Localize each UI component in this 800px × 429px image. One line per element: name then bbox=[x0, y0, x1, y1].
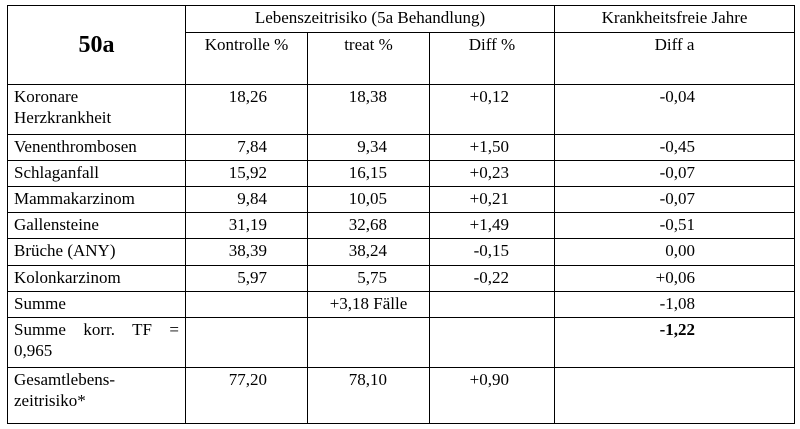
header-treat: treat % bbox=[307, 32, 430, 86]
cell-diff-pct bbox=[429, 290, 555, 318]
cell-diff-pct: +0,21 bbox=[429, 186, 555, 214]
cell-kontrolle: 77,20 bbox=[185, 366, 308, 425]
row-label: Schlaganfall bbox=[7, 160, 186, 188]
cell-treat: 10,05 bbox=[307, 186, 430, 214]
cell-diff-pct: +0,12 bbox=[429, 84, 555, 136]
summe-korr-row: Summe korr. TF = 0,965 -1,22 bbox=[7, 316, 795, 368]
cell-diff-pct: +1,49 bbox=[429, 212, 555, 240]
cell-diff-a: -0,04 bbox=[554, 84, 795, 136]
row-label: Summe bbox=[7, 290, 186, 318]
cell-treat bbox=[307, 316, 430, 368]
cell-kontrolle: 38,39 bbox=[185, 238, 308, 266]
row-label: Summe korr. TF = 0,965 bbox=[7, 316, 186, 368]
cell-treat: 32,68 bbox=[307, 212, 430, 240]
row-label: Mammakarzinom bbox=[7, 186, 186, 214]
cell-diff-a: -0,07 bbox=[554, 160, 795, 188]
cell-kontrolle: 7,84 bbox=[185, 134, 308, 162]
cell-treat: 16,15 bbox=[307, 160, 430, 188]
cell-treat: 5,75 bbox=[307, 264, 430, 292]
cell-diff-pct: -0,22 bbox=[429, 264, 555, 292]
row-label: Brüche (ANY) bbox=[7, 238, 186, 266]
row-label: Gallensteine bbox=[7, 212, 186, 240]
table-row: Kolonkarzinom 5,97 5,75 -0,22 +0,06 bbox=[7, 264, 795, 292]
cell-diff-a: -0,51 bbox=[554, 212, 795, 240]
summe-row: Summe +3,18 Fälle -1,08 bbox=[7, 290, 795, 318]
cell-kontrolle: 5,97 bbox=[185, 264, 308, 292]
cell-treat: 18,38 bbox=[307, 84, 430, 136]
table-row: Venenthrombosen 7,84 9,34 +1,50 -0,45 bbox=[7, 134, 795, 162]
cell-treat: 78,10 bbox=[307, 366, 430, 425]
cell-diff-a: 0,00 bbox=[554, 238, 795, 266]
cell-diff-pct: +1,50 bbox=[429, 134, 555, 162]
table-title: 50a bbox=[7, 4, 186, 86]
cell-diff-a: -1,22 bbox=[554, 316, 795, 368]
cell-kontrolle bbox=[185, 316, 308, 368]
header-row-1: 50a Lebenszeitrisiko (5a Behandlung) Kra… bbox=[7, 4, 795, 86]
cell-diff-pct bbox=[429, 316, 555, 368]
cell-kontrolle: 15,92 bbox=[185, 160, 308, 188]
cell-kontrolle bbox=[185, 290, 308, 318]
cell-treat: 38,24 bbox=[307, 238, 430, 266]
cell-kontrolle: 9,84 bbox=[185, 186, 308, 214]
row-label: Gesamtlebens-zeitrisiko* bbox=[7, 366, 186, 425]
table-row: Koronare Herzkrankheit 18,26 18,38 +0,12… bbox=[7, 84, 795, 136]
table-row: Brüche (ANY) 38,39 38,24 -0,15 0,00 bbox=[7, 238, 795, 266]
cell-diff-pct: +0,23 bbox=[429, 160, 555, 188]
cell-diff-a: -0,07 bbox=[554, 186, 795, 214]
cell-diff-pct: -0,15 bbox=[429, 238, 555, 266]
header-diff-a: Diff a bbox=[554, 32, 795, 86]
cell-diff-pct: +0,90 bbox=[429, 366, 555, 425]
cell-kontrolle: 31,19 bbox=[185, 212, 308, 240]
cell-diff-a: -1,08 bbox=[554, 290, 795, 318]
row-label: Venenthrombosen bbox=[7, 134, 186, 162]
table-row: Mammakarzinom 9,84 10,05 +0,21 -0,07 bbox=[7, 186, 795, 214]
header-kontrolle: Kontrolle % bbox=[185, 32, 308, 86]
cell-diff-a: -0,45 bbox=[554, 134, 795, 162]
header-group-lebenszeitrisiko: Lebenszeitrisiko (5a Behandlung) bbox=[185, 4, 555, 34]
header-group-krankheitsfreie-jahre: Krankheitsfreie Jahre bbox=[554, 4, 795, 34]
table-row: Schlaganfall 15,92 16,15 +0,23 -0,07 bbox=[7, 160, 795, 188]
header-row-2: Kontrolle % treat % Diff % Diff a bbox=[8, 32, 795, 86]
cell-treat: +3,18 Fälle bbox=[307, 290, 430, 318]
cell-treat: 9,34 bbox=[307, 134, 430, 162]
table-row: Gallensteine 31,19 32,68 +1,49 -0,51 bbox=[7, 212, 795, 240]
cell-diff-a: +0,06 bbox=[554, 264, 795, 292]
row-label: Kolonkarzinom bbox=[7, 264, 186, 292]
cell-kontrolle: 18,26 bbox=[185, 84, 308, 136]
cell-diff-a bbox=[554, 366, 795, 425]
header-diff-pct: Diff % bbox=[429, 32, 555, 86]
row-label: Koronare Herzkrankheit bbox=[7, 84, 186, 136]
risk-table: 50a Lebenszeitrisiko (5a Behandlung) Kra… bbox=[7, 4, 795, 425]
gesamt-row: Gesamtlebens-zeitrisiko* 77,20 78,10 +0,… bbox=[7, 366, 795, 425]
